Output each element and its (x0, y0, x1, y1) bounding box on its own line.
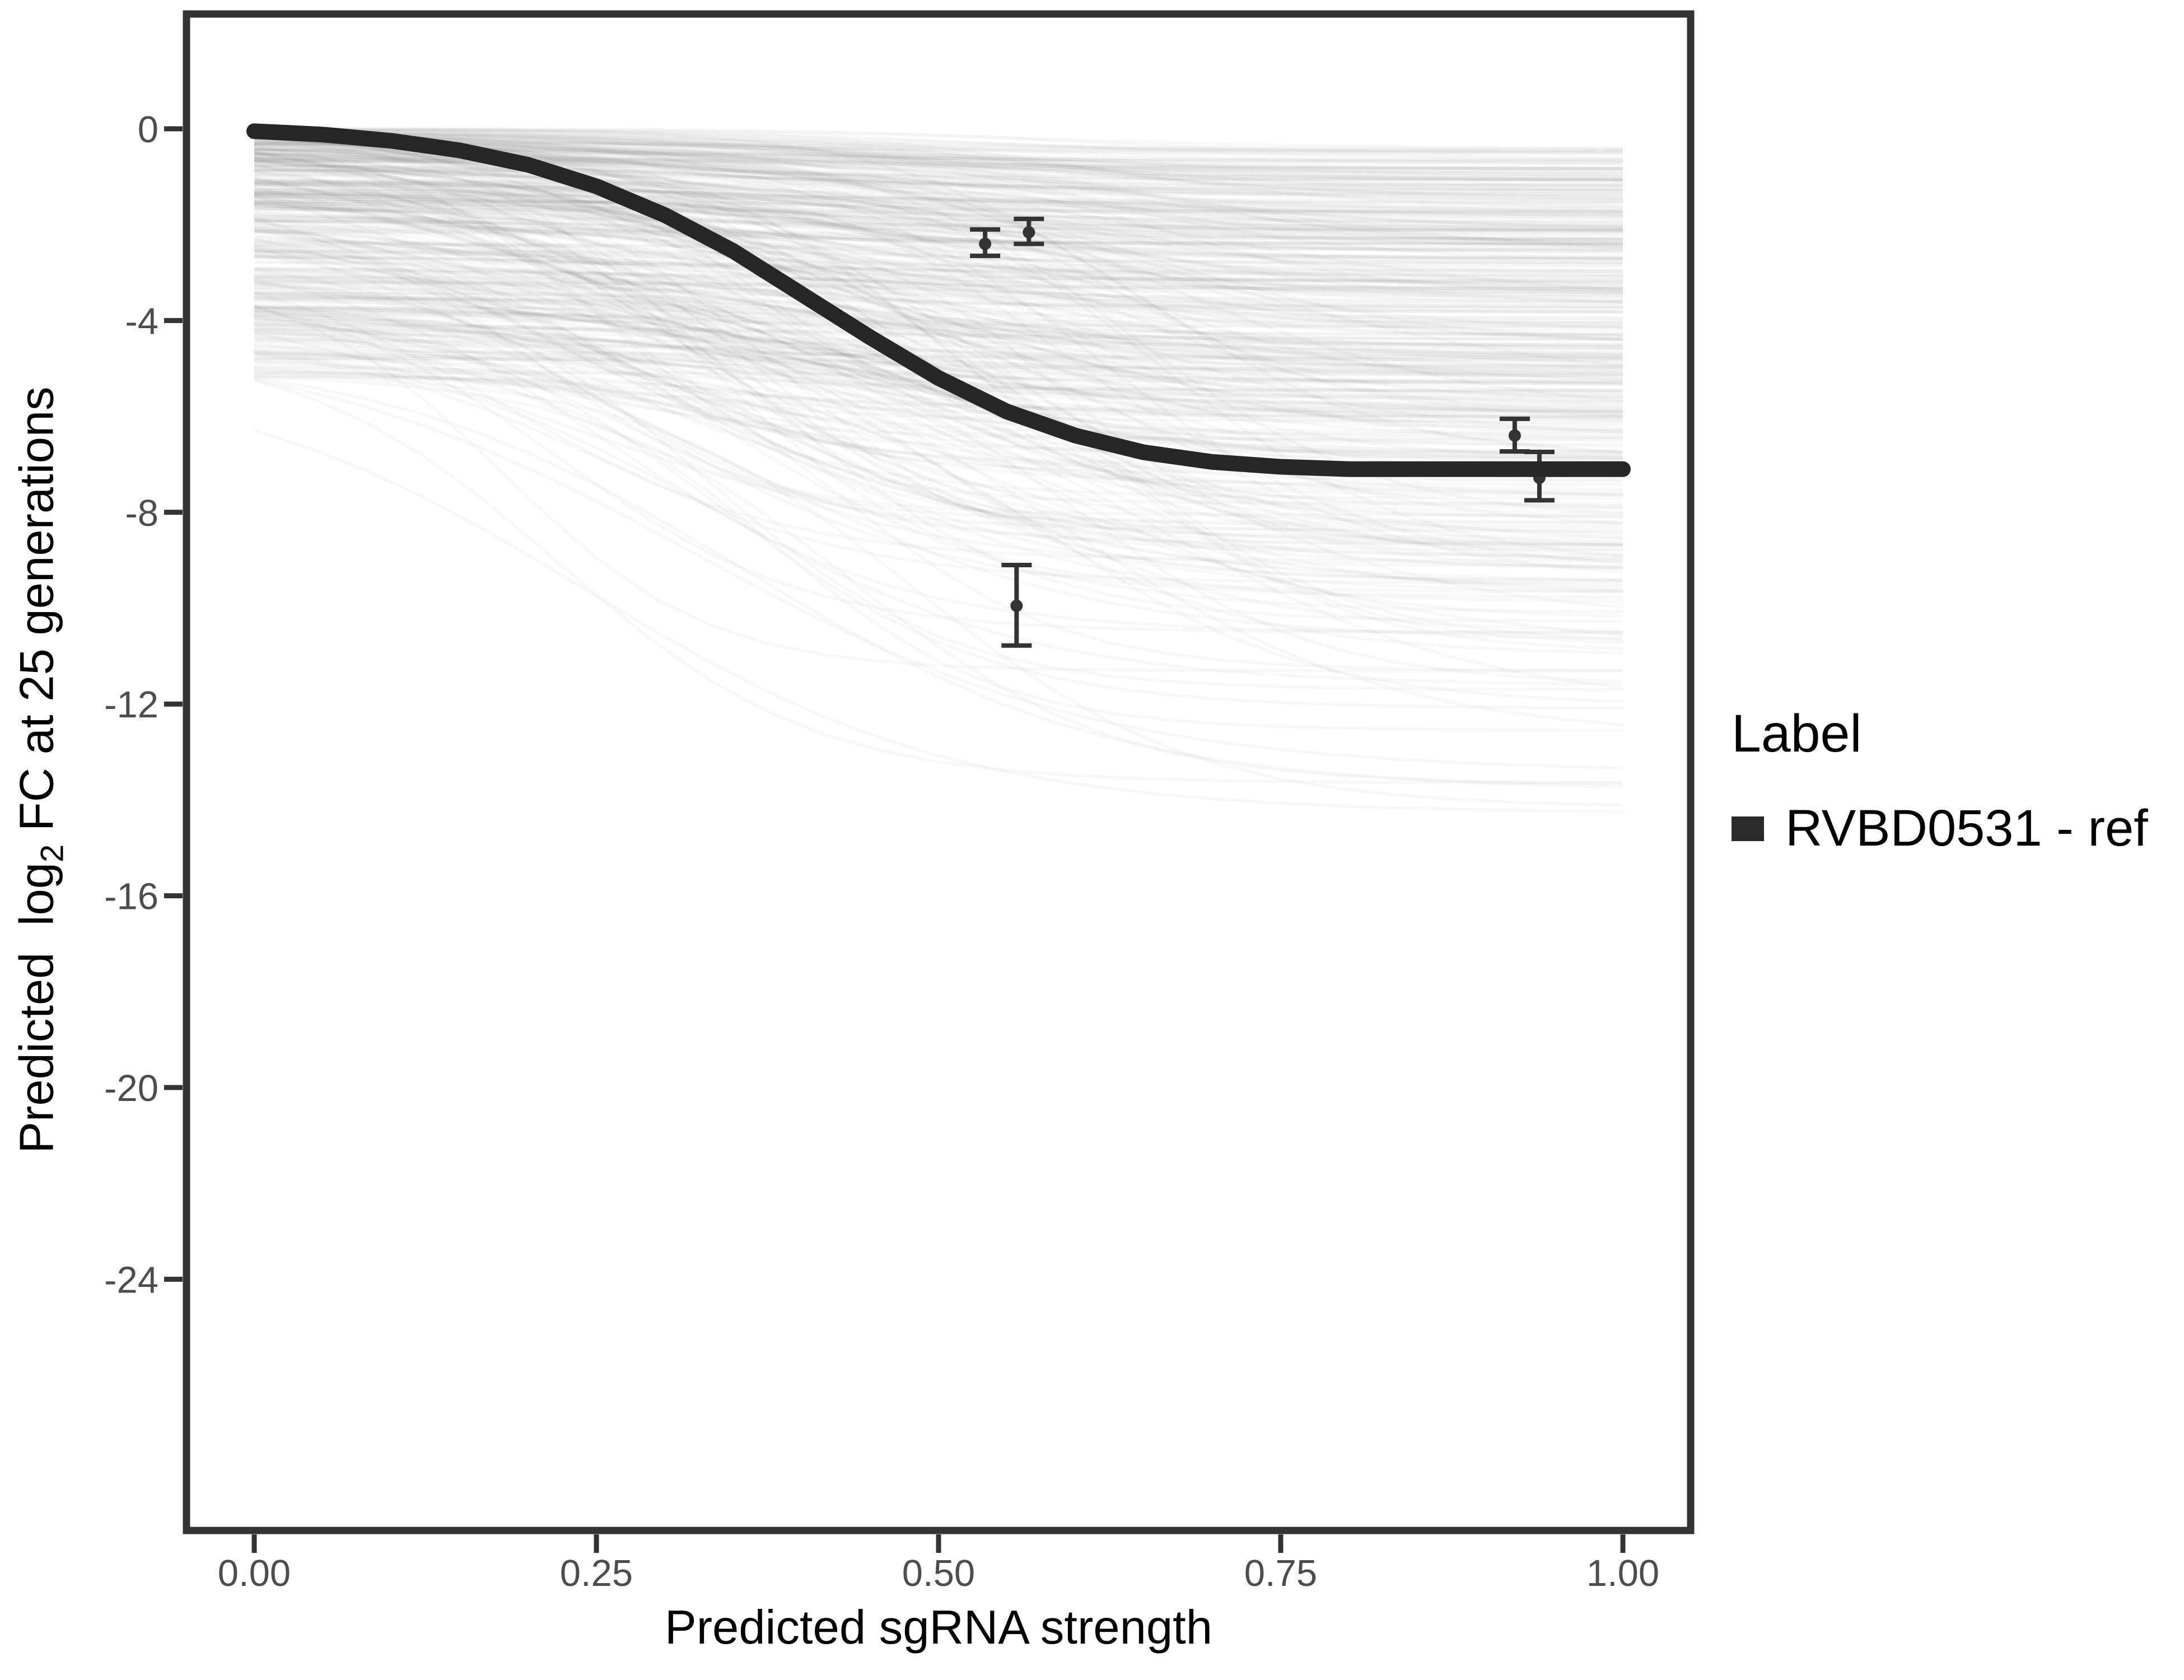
panel-border (183, 10, 1695, 1534)
y-axis-title-prefix: Predicted log (10, 862, 64, 1154)
error-bar-point (1524, 449, 1555, 503)
error-bar-point (1001, 562, 1032, 648)
point-marker (1010, 599, 1023, 612)
legend: Label RVBD0531 - ref (1732, 703, 2148, 858)
legend-key-swatch (1732, 816, 1764, 841)
error-bar-point (970, 227, 1001, 258)
legend-item-label: RVBD0531 - ref (1785, 800, 2148, 857)
point-marker (1508, 429, 1521, 442)
x-tick-label: 0.00 (218, 1552, 291, 1594)
fit-curve (246, 123, 1631, 477)
y-tick-label: -16 (104, 876, 158, 918)
y-tick-label: -24 (104, 1259, 158, 1301)
point-marker (979, 237, 992, 250)
legend-item: RVBD0531 - ref (1732, 799, 2148, 858)
x-tick-label: 0.25 (560, 1552, 633, 1594)
axis-tick-labels: 0.00 0.25 0.50 0.75 1.00 0 -4 -8 -12 -16 -20 -24 (104, 109, 1659, 1594)
error-bar-point (1014, 216, 1044, 246)
x-tick-label: 0.75 (1244, 1552, 1317, 1594)
x-tick-label: 0.50 (902, 1552, 975, 1594)
y-tick-label: -20 (104, 1067, 158, 1109)
data-points (970, 216, 1555, 648)
y-axis-title-subscript: 2 (34, 844, 71, 862)
x-tick-label: 1.00 (1586, 1552, 1659, 1594)
axis-ticks (164, 126, 1626, 1553)
legend-title: Label (1732, 704, 1862, 763)
y-axis-title: Predicted log2 FC at 25 generations (10, 386, 71, 1153)
y-axis-title-suffix: FC at 25 generations (10, 386, 64, 844)
x-axis-title: Predicted sgRNA strength (665, 1601, 1212, 1654)
y-tick-label: -8 (125, 492, 158, 534)
y-tick-label: -4 (125, 300, 158, 342)
y-tick-label: 0 (138, 109, 158, 151)
point-marker (1023, 226, 1035, 239)
y-tick-label: -12 (104, 684, 158, 726)
